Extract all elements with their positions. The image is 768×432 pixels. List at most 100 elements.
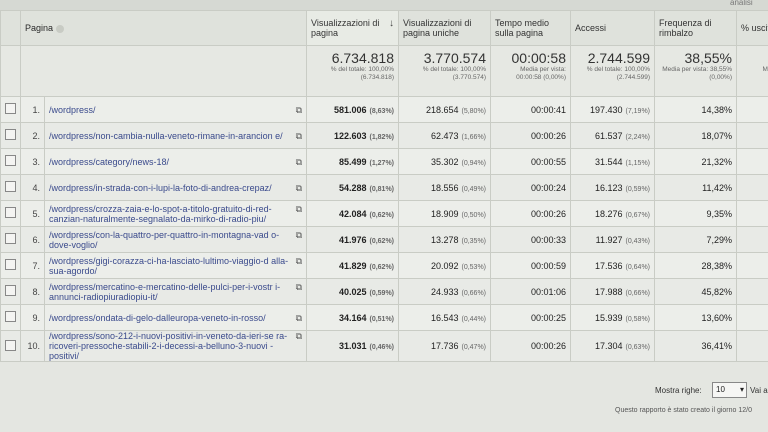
exit-cell: [736, 330, 768, 362]
avgtime-cell: 00:01:06: [490, 278, 571, 305]
col-header-pageviews[interactable]: ↓ Visualizzazioni di pagina: [306, 10, 399, 46]
bounce-cell: 45,82%: [654, 278, 737, 305]
open-link-icon[interactable]: ⧉: [295, 331, 302, 342]
total-unique: 3.770.574 % del totale: 100,00% (3.770.5…: [398, 45, 491, 97]
entrances-cell: 31.544 (1,15%): [570, 148, 655, 175]
sort-down-icon[interactable]: ↓: [389, 18, 394, 29]
show-rows-label: Mostra righe:: [655, 386, 702, 395]
row-checkbox[interactable]: [5, 285, 16, 296]
table-row: 6. ⧉/wordpress/con-la-quattro-per-quattr…: [0, 226, 768, 253]
col-header-page[interactable]: Pagina: [20, 10, 307, 46]
exit-cell: [736, 304, 768, 331]
total-bounce: 38,55% Media per vista: 38,55% (0,00%): [654, 45, 737, 97]
col-header-avgtime[interactable]: Tempo medio sulla pagina: [490, 10, 571, 46]
row-checkbox[interactable]: [5, 155, 16, 166]
page-link[interactable]: ⧉/wordpress/category/news-18/: [44, 148, 307, 175]
row-checkbox[interactable]: [5, 233, 16, 244]
bounce-cell: 9,35%: [654, 200, 737, 227]
top-strip: analisi: [0, 0, 768, 10]
entrances-cell: 17.988 (0,66%): [570, 278, 655, 305]
avgtime-cell: 00:00:26: [490, 200, 571, 227]
bounce-cell: 21,32%: [654, 148, 737, 175]
pageviews-cell: 34.164 (0,51%): [306, 304, 399, 331]
entrances-cell: 16.123 (0,59%): [570, 174, 655, 201]
open-link-icon[interactable]: ⧉: [295, 312, 302, 323]
page-link[interactable]: ⧉/wordpress/mercatino-e-mercatino-delle-…: [44, 278, 307, 305]
help-icon[interactable]: [56, 24, 65, 33]
page-link[interactable]: ⧉/wordpress/sono-212-i-nuovi-positivi-in…: [44, 330, 307, 362]
pageviews-cell: 581.006 (8,63%): [306, 96, 399, 123]
entrances-cell: 61.537 (2,24%): [570, 122, 655, 149]
pageviews-cell: 41.829 (0,62%): [306, 252, 399, 279]
col-header-unique[interactable]: Visualizzazioni di pagina uniche: [398, 10, 491, 46]
row-checkbox[interactable]: [5, 339, 16, 351]
open-link-icon[interactable]: ⧉: [295, 203, 302, 214]
total-avgtime: 00:00:58 Media per vista: 00:00:58 (0,00…: [490, 45, 571, 97]
row-checkbox[interactable]: [5, 259, 16, 270]
open-link-icon[interactable]: ⧉: [295, 130, 302, 141]
rows-per-page-select[interactable]: 10 ▾: [712, 382, 747, 398]
open-link-icon[interactable]: ⧉: [295, 182, 302, 193]
row-checkbox[interactable]: [5, 207, 16, 218]
row-checkbox[interactable]: [5, 103, 16, 114]
page-link[interactable]: ⧉/wordpress/ondata-di-gelo-dalleuropa-ve…: [44, 304, 307, 331]
table-row: 2. ⧉/wordpress/non-cambia-nulla-veneto-r…: [0, 122, 768, 149]
avgtime-cell: 00:00:33: [490, 226, 571, 253]
exit-cell: [736, 278, 768, 305]
avgtime-cell: 00:00:24: [490, 174, 571, 201]
unique-cell: 18.556 (0,49%): [398, 174, 491, 201]
open-link-icon[interactable]: ⧉: [295, 281, 302, 292]
page-link[interactable]: ⧉/wordpress/non-cambia-nulla-veneto-rima…: [44, 122, 307, 149]
page-link[interactable]: ⧉/wordpress/gigi-corazza-ci-ha-lasciato-…: [44, 252, 307, 279]
bounce-cell: 28,38%: [654, 252, 737, 279]
open-link-icon[interactable]: ⧉: [295, 255, 302, 266]
unique-cell: 17.736 (0,47%): [398, 330, 491, 362]
exit-cell: [736, 200, 768, 227]
exit-cell: [736, 148, 768, 175]
exit-cell: [736, 252, 768, 279]
unique-cell: 13.278 (0,35%): [398, 226, 491, 253]
page-link[interactable]: ⧉/wordpress/crozza-zaia-e-lo-spot-a-tito…: [44, 200, 307, 227]
avgtime-cell: 00:00:26: [490, 122, 571, 149]
avgtime-cell: 00:00:41: [490, 96, 571, 123]
goto-label: Vai a:: [750, 386, 768, 395]
table-row: 7. ⧉/wordpress/gigi-corazza-ci-ha-lascia…: [0, 252, 768, 279]
row-index: 8.: [20, 278, 45, 305]
unique-cell: 16.543 (0,44%): [398, 304, 491, 331]
bounce-cell: 11,42%: [654, 174, 737, 201]
table-row: 1. ⧉/wordpress/ 581.006 (8,63%) 218.654 (5…: [0, 96, 768, 123]
col-header-bounce[interactable]: Frequenza di rimbalzo: [654, 10, 737, 46]
unique-cell: 218.654 (5,80%): [398, 96, 491, 123]
open-link-icon[interactable]: ⧉: [295, 229, 302, 240]
row-checkbox[interactable]: [5, 311, 16, 322]
unique-cell: 18.909 (0,50%): [398, 200, 491, 227]
total-entrances: 2.744.599 % del totale: 100,00% (2.744.5…: [570, 45, 655, 97]
open-link-icon[interactable]: ⧉: [295, 104, 302, 115]
totals-row: 6.734.818 % del totale: 100,00% (6.734.8…: [0, 45, 768, 97]
page-link[interactable]: ⧉/wordpress/: [44, 96, 307, 123]
row-index: 3.: [20, 148, 45, 175]
pageviews-cell: 85.499 (1,27%): [306, 148, 399, 175]
avgtime-cell: 00:00:26: [490, 330, 571, 362]
top-right-label: analisi: [730, 0, 753, 7]
row-index: 6.: [20, 226, 45, 253]
open-link-icon[interactable]: ⧉: [295, 156, 302, 167]
col-header-entrances[interactable]: Accessi: [570, 10, 655, 46]
total-pageviews: 6.734.818 % del totale: 100,00% (6.734.8…: [306, 45, 399, 97]
exit-cell: [736, 122, 768, 149]
page-link[interactable]: ⧉/wordpress/con-la-quattro-per-quattro-i…: [44, 226, 307, 253]
pageviews-cell: 40.025 (0,59%): [306, 278, 399, 305]
entrances-cell: 18.276 (0,67%): [570, 200, 655, 227]
bounce-cell: 13,60%: [654, 304, 737, 331]
row-checkbox[interactable]: [5, 129, 16, 140]
entrances-cell: 11.927 (0,43%): [570, 226, 655, 253]
rows-body: 1. ⧉/wordpress/ 581.006 (8,63%) 218.654 (5…: [0, 96, 768, 362]
report-created-note: Questo rapporto è stato creato il giorno…: [615, 407, 752, 414]
row-index: 10.: [20, 330, 45, 362]
page-link[interactable]: ⧉/wordpress/in-strada-con-i-lupi-la-foto…: [44, 174, 307, 201]
col-header-exit[interactable]: % uscita: [736, 10, 768, 46]
entrances-cell: 17.536 (0,64%): [570, 252, 655, 279]
row-checkbox[interactable]: [5, 181, 16, 192]
table-row: 4. ⧉/wordpress/in-strada-con-i-lupi-la-f…: [0, 174, 768, 201]
